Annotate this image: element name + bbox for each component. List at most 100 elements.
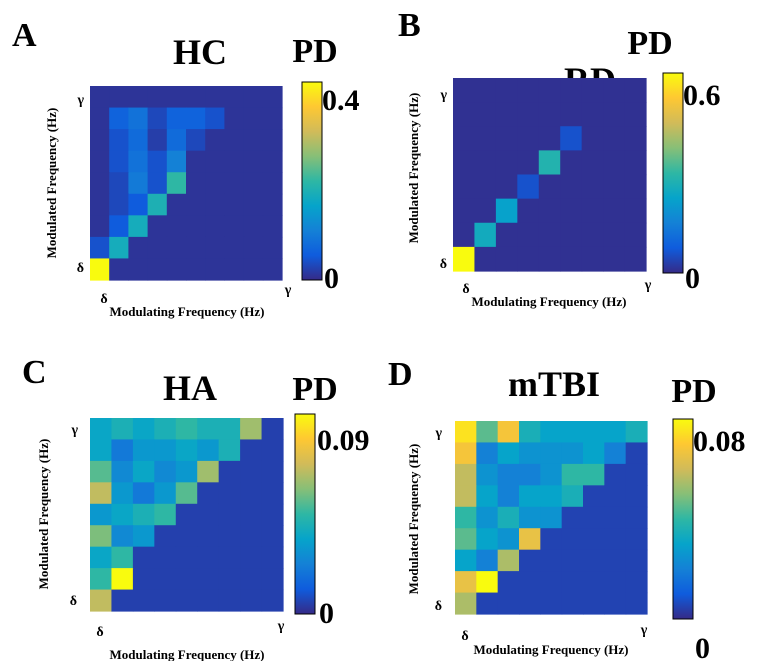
heatmap-cell — [262, 236, 283, 260]
heatmap-cell — [561, 442, 584, 465]
heatmap-cell — [517, 150, 540, 176]
heatmap-cell — [262, 86, 283, 109]
heatmap-cell — [197, 439, 220, 462]
heatmap-cell — [175, 503, 198, 526]
heatmap-cell — [166, 150, 187, 173]
heatmap-cell — [111, 418, 134, 441]
heatmap-cell — [147, 107, 168, 130]
heatmap-cell — [166, 193, 187, 216]
chart-title: mTBI — [508, 364, 600, 404]
heatmap-cell — [519, 549, 541, 572]
heatmap-cell — [538, 150, 561, 176]
heatmap-cell — [519, 485, 541, 508]
heatmap-cell — [261, 460, 284, 483]
heatmap-cell — [474, 174, 497, 200]
heatmap-cell — [261, 546, 284, 569]
heatmap-cell — [90, 129, 110, 152]
heatmap-cell — [261, 525, 284, 548]
heatmap-cell — [604, 463, 627, 486]
heatmap-cell — [476, 506, 499, 529]
heatmap-cell — [205, 258, 225, 281]
heatmap-cell — [474, 126, 497, 151]
heatmap-cell — [538, 246, 561, 272]
heatmap-cell — [109, 129, 129, 152]
y-axis-label: Modulated Frequency (Hz) — [44, 108, 59, 259]
heatmap-cell — [455, 442, 477, 465]
colorbar-title: PD — [292, 33, 337, 70]
panel-letter: D — [388, 356, 413, 393]
heatmap-cell — [205, 193, 225, 216]
heatmap-cell — [495, 246, 518, 272]
heatmap-cell — [109, 215, 129, 238]
x-tick-label: γ — [277, 619, 285, 634]
heatmap-cell — [453, 126, 476, 151]
heatmap-cell — [262, 129, 283, 152]
heatmap-cell — [561, 528, 584, 551]
heatmap-cell — [224, 150, 245, 173]
heatmap-cell — [186, 215, 206, 238]
heatmap-cell — [561, 421, 584, 444]
heatmap-cell — [186, 258, 206, 281]
heatmap-cell — [625, 506, 648, 529]
heatmap-cell — [476, 528, 499, 551]
heatmap-cell — [583, 463, 605, 486]
heatmap-cell — [111, 546, 134, 569]
heatmap-cell — [240, 589, 263, 612]
heatmap-cell — [111, 568, 134, 591]
chart-title: HA — [163, 368, 217, 408]
heatmap-cell — [186, 172, 206, 195]
heatmap-cell — [517, 102, 540, 127]
heatmap-cell — [455, 571, 477, 594]
heatmap-cell — [90, 86, 110, 109]
heatmap-cell — [197, 418, 220, 441]
heatmap-cell — [603, 222, 626, 248]
heatmap-cell — [603, 78, 626, 103]
heatmap-cell — [154, 503, 177, 526]
y-axis-label: Modulated Frequency (Hz) — [36, 439, 51, 590]
heatmap-cell — [604, 442, 627, 465]
heatmap-cell — [205, 236, 225, 260]
heatmap-cell — [455, 592, 477, 615]
heatmap-cell — [517, 126, 540, 151]
heatmap-cell — [261, 439, 284, 462]
heatmap — [90, 418, 284, 612]
heatmap-cell — [240, 568, 263, 591]
heatmap-cell — [132, 439, 155, 462]
heatmap-cell — [561, 485, 584, 508]
heatmap-cell — [604, 571, 627, 594]
heatmap-cell — [186, 193, 206, 216]
heatmap-cell — [243, 172, 264, 195]
heatmap-cell — [519, 571, 541, 594]
heatmap-cell — [540, 442, 563, 465]
heatmap-cell — [519, 463, 541, 486]
heatmap-cell — [154, 568, 177, 591]
heatmap-cell — [603, 102, 626, 127]
heatmap-cell — [261, 568, 284, 591]
heatmap-cell — [517, 222, 540, 248]
heatmap-cell — [243, 193, 264, 216]
heatmap-cell — [147, 236, 168, 260]
x-axis-label: Modulating Frequency (Hz) — [473, 642, 628, 657]
heatmap-cell — [147, 193, 168, 216]
panel-c: C HA PD 0.09 0 δ γ δ γ Modulating Frequency (Hz) M… — [22, 354, 370, 661]
heatmap — [90, 86, 283, 281]
heatmap-cell — [517, 246, 540, 272]
heatmap-cell — [583, 506, 605, 529]
heatmap-cell — [147, 215, 168, 238]
heatmap-cell — [497, 592, 520, 615]
heatmap-cell — [166, 236, 187, 260]
colorbar — [301, 81, 323, 281]
heatmap-cell — [128, 150, 149, 173]
x-tick-label: γ — [640, 623, 648, 638]
heatmap-cell — [497, 485, 520, 508]
y-tick-label: δ — [77, 261, 84, 276]
heatmap-cell — [111, 503, 134, 526]
heatmap-cell — [90, 107, 110, 130]
heatmap-cell — [476, 421, 499, 444]
heatmap-cell — [603, 174, 626, 200]
heatmap-cell — [495, 222, 518, 248]
heatmap-cell — [166, 86, 187, 109]
heatmap-cell — [560, 174, 583, 200]
heatmap-cell — [132, 503, 155, 526]
heatmap-cell — [453, 102, 476, 127]
